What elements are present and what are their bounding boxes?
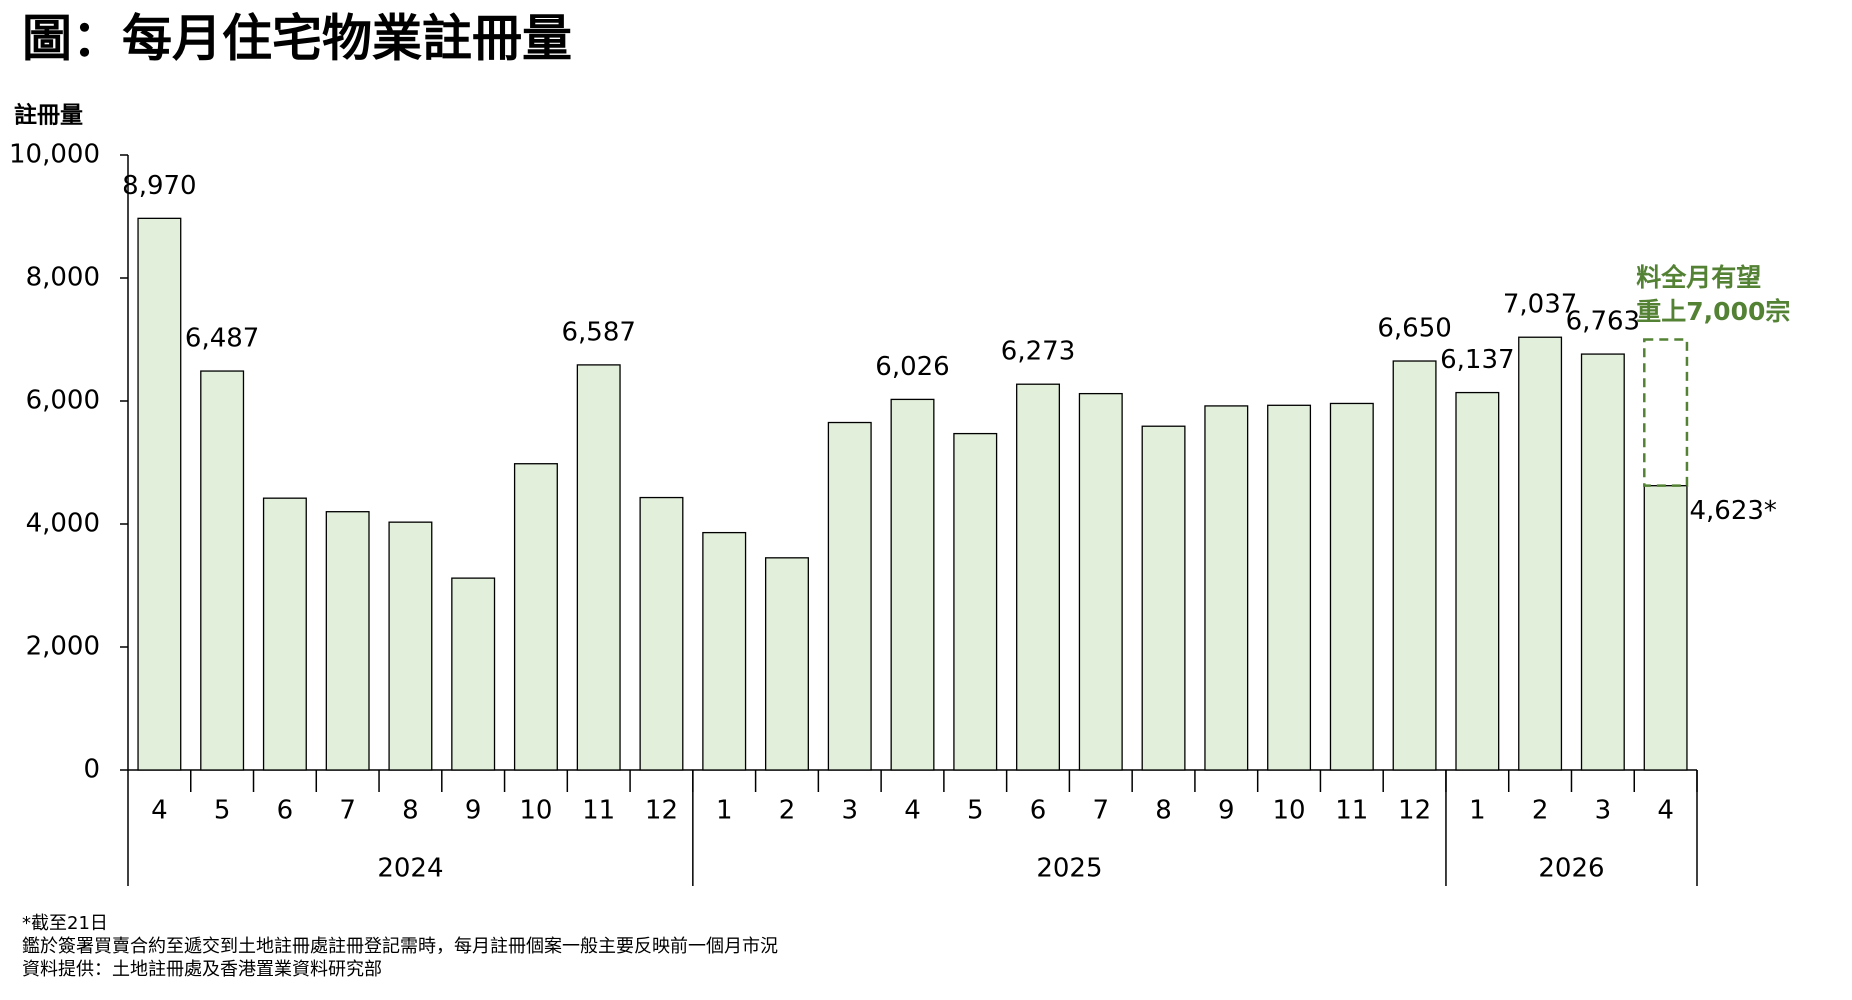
bar [576,364,621,771]
projection-label: 重上7,000宗 [1636,297,1790,326]
x-tick-label: 5 [214,796,231,826]
x-tick-label: 6 [1030,796,1047,826]
bar [1204,405,1249,771]
bar [513,463,558,771]
bar [388,521,433,771]
bar [953,432,998,771]
bar [1392,360,1437,771]
year-label: 2025 [1036,854,1102,884]
y-tick-label: 4,000 [26,509,100,539]
bar [1078,392,1123,771]
x-tick-label: 8 [402,796,419,826]
projection-box [1643,338,1689,487]
y-tick-label: 0 [83,755,100,785]
y-tick-label: 8,000 [26,263,100,293]
value-label: 6,137 [1440,345,1514,375]
year-label: 2024 [377,854,443,884]
x-tick-label: 7 [1093,796,1110,826]
bar [639,496,684,771]
bar [890,398,935,771]
projection-label: 料全月有望 [1636,263,1761,292]
bar [1016,383,1061,771]
bar [262,497,307,771]
x-tick-label: 6 [277,796,294,826]
x-tick-label: 7 [339,796,356,826]
footnote: 鑑於簽署買賣合約至遞交到土地註冊處註冊登記需時，每月註冊個案一般主要反映前一個月… [22,936,778,957]
bar [137,217,182,771]
bar [1580,353,1625,771]
x-tick-label: 10 [1273,796,1306,826]
year-label: 2026 [1538,854,1604,884]
value-label: 4,623* [1689,496,1776,526]
value-label: 7,037 [1503,290,1577,320]
value-label: 6,026 [875,352,949,382]
chart-title: 圖：每月住宅物業註冊量 [22,10,572,68]
x-tick-label: 11 [1335,796,1368,826]
bar [1141,425,1186,771]
y-tick-label: 6,000 [26,386,100,416]
footnote: *截至21日 [22,913,108,934]
x-tick-label: 4 [904,796,921,826]
x-tick-label: 1 [1469,796,1486,826]
value-label: 6,273 [1001,337,1075,367]
bar [1518,336,1563,771]
bar [1455,391,1500,771]
value-label: 6,487 [185,324,259,354]
bar [325,511,370,771]
value-label: 8,970 [122,171,196,201]
x-tick-label: 4 [151,796,168,826]
value-label: 6,587 [561,317,635,347]
x-tick-label: 11 [582,796,615,826]
bar [1643,485,1688,771]
y-tick-label: 2,000 [26,632,100,662]
x-tick-label: 5 [967,796,984,826]
x-tick-label: 3 [1595,796,1612,826]
x-tick-label: 10 [519,796,552,826]
x-tick-label: 9 [1218,796,1235,826]
bar [764,557,809,771]
x-tick-label: 12 [645,796,678,826]
y-tick-label: 10,000 [9,140,100,170]
bar [200,370,245,771]
bar [451,577,496,771]
bar [1267,404,1312,771]
x-tick-label: 12 [1398,796,1431,826]
x-tick-label: 9 [465,796,482,826]
x-tick-label: 3 [841,796,858,826]
x-tick-label: 2 [779,796,796,826]
x-tick-label: 2 [1532,796,1549,826]
value-label: 6,650 [1377,314,1451,344]
x-tick-label: 1 [716,796,733,826]
value-label: 6,763 [1566,307,1640,337]
bar [827,421,872,771]
x-tick-label: 4 [1657,796,1674,826]
x-tick-label: 8 [1155,796,1172,826]
y-axis-label: 註冊量 [14,103,83,129]
footnote: 資料提供：土地註冊處及香港置業資料研究部 [22,959,382,980]
bar [1329,402,1374,771]
bar [702,531,747,771]
